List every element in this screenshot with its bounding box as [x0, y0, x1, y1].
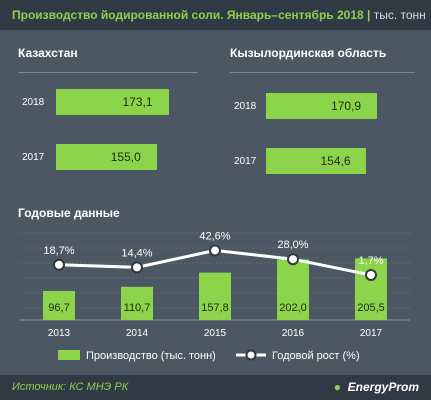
- bar-label-2013: 96,7: [48, 302, 69, 314]
- footer-bar: Источник: КС МНЭ РК ● EnergyProm: [0, 375, 431, 400]
- kyzylorda-value-2018: 170,9: [331, 99, 362, 113]
- growth-label-2015: 42,6%: [199, 230, 230, 242]
- title-separator: |: [367, 8, 374, 22]
- legend-line-marker: [245, 349, 257, 361]
- brand-name: EnergyProm: [347, 380, 419, 394]
- kazakhstan-bar-2018: [56, 89, 169, 115]
- title-unit: тыс. тонн: [373, 8, 426, 22]
- growth-label-2013: 18,7%: [43, 245, 74, 257]
- kazakhstan-year-2018: 2018: [22, 97, 45, 108]
- x-tick-2015: 2015: [204, 328, 227, 339]
- legend-bar-label: Производство (тыс. тонн): [86, 350, 216, 362]
- kyzylorda-year-2018: 2018: [234, 101, 257, 112]
- growth-label-2016: 28,0%: [277, 239, 308, 251]
- kazakhstan-year-2017: 2017: [22, 152, 45, 163]
- kazakhstan-bar-2017: [56, 144, 157, 170]
- growth-point-2015: [209, 244, 221, 257]
- kyzylorda-title: Кызылординская область: [230, 46, 387, 60]
- x-tick-2013: 2013: [48, 328, 71, 339]
- growth-point-2016: [287, 253, 299, 266]
- kyzylorda-bar-2017: [266, 148, 367, 174]
- x-tick-2017: 2017: [360, 328, 383, 339]
- bar-2015: [199, 272, 231, 320]
- growth-label-2014: 14,4%: [121, 247, 152, 259]
- bar-2014: [121, 286, 153, 320]
- kazakhstan-divider: [18, 72, 198, 73]
- legend-bar-swatch: [58, 350, 80, 360]
- bar-label-2016: 202,0: [279, 302, 307, 314]
- growth-point-2017: [365, 268, 377, 281]
- kyzylorda-bar-2018: [266, 93, 378, 119]
- growth-label-2017: 1,7%: [358, 255, 383, 267]
- growth-point-2013: [53, 258, 65, 271]
- bar-2017: [355, 258, 387, 320]
- kyzylorda-value-2017: 154,6: [320, 154, 351, 168]
- x-tick-2014: 2014: [126, 328, 149, 339]
- kazakhstan-value-2018: 173,1: [122, 95, 153, 109]
- kyzylorda-divider: [230, 72, 415, 73]
- legend-line-label: Годовой рост (%): [272, 350, 360, 362]
- kyzylorda-year-2017: 2017: [234, 156, 257, 167]
- page-title: Производство йодированной соли. Январь–с…: [12, 8, 426, 22]
- bar-2013: [43, 290, 75, 320]
- annual-title: Годовые данные: [18, 206, 120, 220]
- source-note: Источник: КС МНЭ РК: [12, 381, 129, 393]
- x-tick-2016: 2016: [282, 328, 305, 339]
- kazakhstan-value-2017: 155,0: [110, 150, 141, 164]
- kazakhstan-title: Казахстан: [18, 46, 78, 60]
- annual-chart: 96,7 110,7 157,8 202,0 205,5 2013 2014 2015 2016…: [20, 230, 410, 362]
- bar-label-2014: 110,7: [124, 302, 151, 314]
- bar-label-2015: 157,8: [201, 302, 229, 314]
- bar-2016: [277, 259, 309, 320]
- bar-label-2017: 205,5: [357, 302, 385, 314]
- header-bar: Производство йодированной соли. Январь–с…: [0, 0, 431, 30]
- energyprom-logo-icon: ●: [333, 380, 341, 394]
- growth-point-2014: [131, 261, 143, 274]
- title-main: Производство йодированной соли. Январь–с…: [12, 8, 364, 22]
